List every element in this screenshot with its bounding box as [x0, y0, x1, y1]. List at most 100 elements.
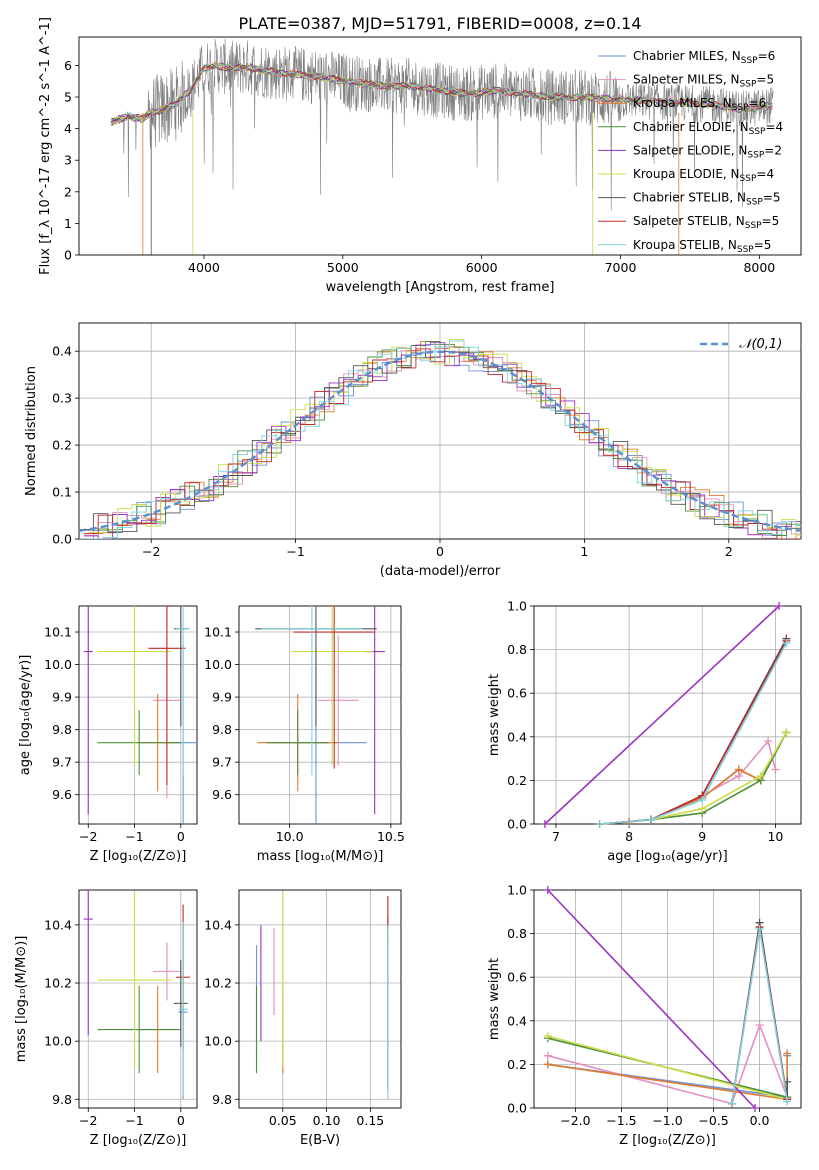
- residual-histogram-steps: [83, 348, 801, 539]
- x-tick-label: 0.15: [356, 1113, 384, 1128]
- weight-point-marker: [543, 1051, 552, 1060]
- axes-frame: [78, 889, 198, 1109]
- y-axis-label: mass weight: [487, 674, 502, 756]
- weight-series-line: [599, 638, 788, 825]
- y-axis-label: mass [log₁₀(M/M⊙)]: [14, 936, 29, 1063]
- x-tick-label: −2: [79, 1113, 97, 1128]
- axes-frame: [78, 322, 802, 540]
- x-tick-label: −1: [125, 829, 143, 844]
- weight-point-marker: [543, 1032, 552, 1041]
- y-tick-label: 2: [64, 184, 72, 199]
- residual-histogram-steps: [88, 338, 801, 536]
- legend-entry: Chabrier MILES, NSSP=6: [633, 49, 775, 66]
- y-tick-label: 10.2: [204, 976, 232, 991]
- mass-weight-vs-metallicity-panel: −2.0 −1.5 −1.0 −0.5 0.0 0.0 0.2 0.4 0.6 0.8 1.0 Z […: [487, 883, 802, 1148]
- normal-reference-curve: [78, 350, 802, 532]
- model-spectrum-line: [110, 63, 773, 124]
- weight-series-line: [544, 605, 780, 825]
- legend-entry: Chabrier STELIB, NSSP=5: [633, 191, 781, 208]
- weight-series-line: [547, 1022, 788, 1105]
- y-tick-label: 0.2: [52, 438, 72, 453]
- axes-frame: [78, 605, 198, 825]
- legend-entry: Salpeter MILES, NSSP=5: [633, 73, 774, 90]
- x-tick-label: 6000: [466, 260, 498, 275]
- observed-spectrum-line: [110, 38, 774, 211]
- y-tick-label: 1.0: [507, 883, 527, 898]
- y-tick-label: 10.0: [204, 1034, 232, 1049]
- y-tick-label: 10.0: [204, 657, 232, 672]
- weight-point-marker: [543, 886, 552, 894]
- mass-vs-metallicity-panel: −2 −1 0 9.8 10.0 10.2 10.4 Z [log₁₀(Z/Z⊙)] mass …: [14, 889, 198, 1148]
- y-tick-label: 9.9: [212, 690, 232, 705]
- weight-series-line: [650, 732, 788, 821]
- x-tick-label: 7000: [605, 260, 637, 275]
- y-tick-label: 1: [64, 216, 72, 231]
- y-axis-label: Normed distribution: [24, 366, 39, 496]
- age-vs-mass-panel: 10.0 10.5 9.6 9.7 9.8 9.9 10.0 10.1 mass [log₁₀(…: [204, 605, 405, 864]
- spectrum-panel: 4000 5000 6000 7000 8000 0 1 2 3 4 5 6 wavelength [A…: [38, 17, 802, 295]
- y-axis-label: age [log₁₀(age/yr)]: [18, 655, 33, 776]
- x-tick-label: 0.10: [313, 1113, 341, 1128]
- axes-frame: [533, 889, 802, 1109]
- x-tick-label: −2: [79, 829, 97, 844]
- y-tick-label: 10.1: [204, 625, 232, 640]
- y-tick-label: 0.3: [52, 391, 72, 406]
- x-tick-label: 4000: [188, 260, 220, 275]
- x-tick-label: 8: [625, 829, 633, 844]
- x-axis-label: age [log₁₀(age/yr)]: [607, 849, 728, 864]
- y-tick-label: 0.0: [507, 817, 527, 832]
- x-tick-label: 0: [177, 829, 185, 844]
- y-tick-label: 0.4: [507, 1013, 527, 1028]
- y-tick-label: 0.2: [507, 1057, 527, 1072]
- x-axis-label: wavelength [Angstrom, rest frame]: [326, 280, 555, 295]
- x-tick-label: 10.5: [377, 829, 405, 844]
- x-tick-label: 1: [580, 544, 588, 559]
- y-tick-label: 9.8: [212, 722, 232, 737]
- weight-point-marker: [734, 765, 743, 774]
- weight-point-marker: [775, 602, 784, 610]
- y-tick-label: 10.2: [44, 976, 72, 991]
- axes-frame: [238, 605, 402, 825]
- weight-point-marker: [755, 1021, 764, 1030]
- y-tick-label: 6: [64, 58, 72, 73]
- age-vs-metallicity-panel: −2 −1 0 9.6 9.7 9.8 9.9 10.0 10.1 Z [log₁₀(Z/Z⊙)]…: [18, 605, 198, 864]
- y-tick-label: 0.4: [507, 729, 527, 744]
- weight-point-marker: [543, 1060, 552, 1069]
- legend-entry: Salpeter STELIB, NSSP=5: [633, 214, 779, 231]
- x-tick-label: 2: [725, 544, 733, 559]
- weight-point-marker: [750, 1104, 759, 1112]
- legend-entry: Salpeter ELODIE, NSSP=2: [633, 143, 782, 160]
- x-tick-label: 0: [177, 1113, 185, 1128]
- x-tick-label: −2.0: [560, 1113, 590, 1128]
- x-tick-label: 10: [767, 829, 783, 844]
- weight-series-line: [599, 642, 788, 825]
- figure-title: PLATE=0387, MJD=51791, FIBERID=0008, z=0…: [238, 14, 641, 33]
- weight-point-marker: [647, 815, 656, 824]
- x-axis-label: Z [log₁₀(Z/Z⊙)]: [90, 1133, 187, 1148]
- y-tick-label: 9.6: [52, 787, 72, 802]
- y-tick-label: 0.4: [52, 344, 72, 359]
- weight-point-marker: [756, 772, 765, 781]
- y-tick-label: 10.0: [44, 1034, 72, 1049]
- weight-point-marker: [783, 1049, 792, 1058]
- y-tick-label: 0.8: [507, 642, 527, 657]
- x-axis-label: E(B-V): [300, 1133, 340, 1148]
- axes-frame: [238, 889, 402, 1109]
- y-tick-label: 10.4: [44, 917, 72, 932]
- y-tick-label: 3: [64, 153, 72, 168]
- residual-histogram-panel: −2 −1 0 1 2 0.0 0.1 0.2 0.3 0.4 (data-model)/error…: [24, 322, 802, 579]
- x-tick-label: 8000: [743, 260, 775, 275]
- weight-point-marker: [755, 925, 764, 934]
- x-tick-label: −2: [142, 544, 160, 559]
- axes-frame: [533, 605, 802, 825]
- weight-point-marker: [595, 820, 604, 828]
- legend-entry: 𝒩(0,1): [739, 337, 782, 352]
- y-tick-label: 0.8: [507, 926, 527, 941]
- x-axis-label: Z [log₁₀(Z/Z⊙)]: [619, 1133, 716, 1148]
- weight-point-marker: [727, 1099, 736, 1108]
- mass-vs-ebv-panel: 0.05 0.10 0.15 9.8 10.0 10.2 10.4 E(B-V): [204, 889, 402, 1148]
- weight-point-marker: [698, 796, 707, 805]
- x-tick-label: −1.5: [606, 1113, 636, 1128]
- y-tick-label: 10.4: [204, 917, 232, 932]
